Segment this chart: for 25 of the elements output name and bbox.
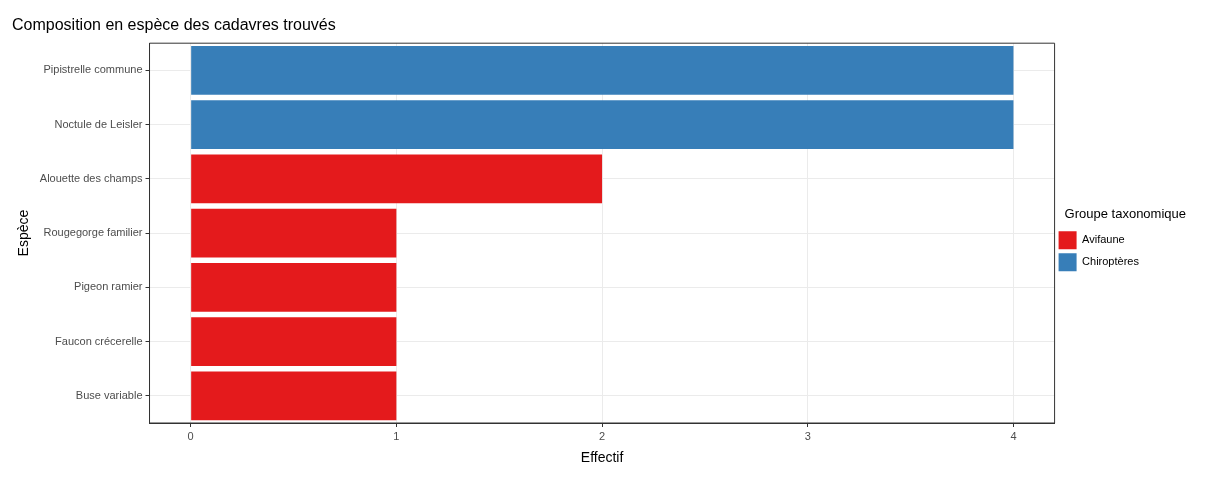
bar	[191, 371, 397, 421]
legend-label: Avifaune	[1082, 233, 1125, 246]
bar	[191, 154, 603, 204]
bar	[191, 317, 397, 367]
bar	[191, 208, 397, 258]
x-tick-label: 0	[187, 429, 194, 442]
y-tick-label: Buse variable	[75, 388, 143, 401]
y-tick-label: Noctule de Leisler	[54, 117, 143, 130]
y-tick-label: Alouette des champs	[39, 171, 144, 184]
bar	[191, 100, 1014, 149]
x-tick-label: 2	[599, 429, 606, 442]
bar	[191, 45, 1014, 95]
y-axis-title: Espèce	[15, 209, 32, 257]
x-tick-label: 3	[804, 429, 811, 442]
y-tick-label: Faucon crécerelle	[55, 334, 143, 347]
x-tick-label: 1	[393, 429, 400, 442]
chart-title: Composition en espèce des cadavres trouvés	[12, 16, 336, 34]
y-tick-label: Pipistrelle commune	[43, 63, 143, 76]
y-tick-label: Pigeon ramier	[74, 280, 143, 293]
bar	[191, 262, 397, 312]
x-tick-label: 4	[1010, 429, 1017, 442]
legend-title: Groupe taxonomique	[1064, 205, 1187, 221]
y-tick-label: Rougegorge familier	[43, 226, 143, 239]
legend-label: Chiroptères	[1082, 255, 1140, 268]
x-axis-title: Effectif	[580, 449, 624, 466]
